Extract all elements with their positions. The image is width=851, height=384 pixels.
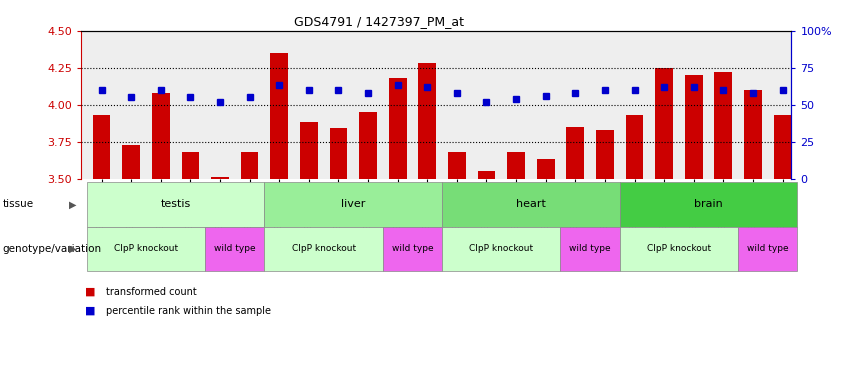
Text: transformed count: transformed count	[106, 287, 197, 297]
Title: GDS4791 / 1427397_PM_at: GDS4791 / 1427397_PM_at	[294, 15, 465, 28]
Text: wild type: wild type	[747, 244, 789, 253]
Bar	[419, 63, 436, 179]
Bar	[211, 177, 229, 179]
Text: ■: ■	[85, 287, 95, 297]
Bar	[359, 112, 377, 179]
Text: liver: liver	[341, 199, 365, 210]
Bar	[567, 127, 584, 179]
Bar	[744, 90, 762, 179]
Text: ClpP knockout: ClpP knockout	[114, 244, 178, 253]
Bar	[537, 159, 555, 179]
Text: ■: ■	[85, 306, 95, 316]
Text: ▶: ▶	[69, 199, 77, 210]
Text: ClpP knockout: ClpP knockout	[647, 244, 711, 253]
Bar	[300, 122, 317, 179]
Bar	[596, 130, 614, 179]
Text: ClpP knockout: ClpP knockout	[292, 244, 356, 253]
Bar	[329, 128, 347, 179]
Text: heart: heart	[516, 199, 545, 210]
Text: percentile rank within the sample: percentile rank within the sample	[106, 306, 271, 316]
Bar	[151, 93, 169, 179]
Bar	[271, 53, 288, 179]
Bar	[181, 152, 199, 179]
Text: testis: testis	[161, 199, 191, 210]
Bar	[477, 171, 495, 179]
Text: wild type: wild type	[214, 244, 255, 253]
Bar	[685, 75, 703, 179]
Text: ▶: ▶	[69, 243, 77, 254]
Bar	[507, 152, 525, 179]
Bar	[93, 115, 111, 179]
Bar	[715, 72, 732, 179]
Text: wild type: wild type	[569, 244, 611, 253]
Text: tissue: tissue	[3, 199, 34, 210]
Bar	[241, 152, 259, 179]
Text: brain: brain	[694, 199, 722, 210]
Text: genotype/variation: genotype/variation	[3, 243, 101, 254]
Bar	[774, 115, 791, 179]
Bar	[625, 115, 643, 179]
Bar	[389, 78, 407, 179]
Bar	[448, 152, 465, 179]
Text: wild type: wild type	[391, 244, 433, 253]
Bar	[655, 68, 673, 179]
Text: ClpP knockout: ClpP knockout	[469, 244, 534, 253]
Bar	[123, 144, 140, 179]
